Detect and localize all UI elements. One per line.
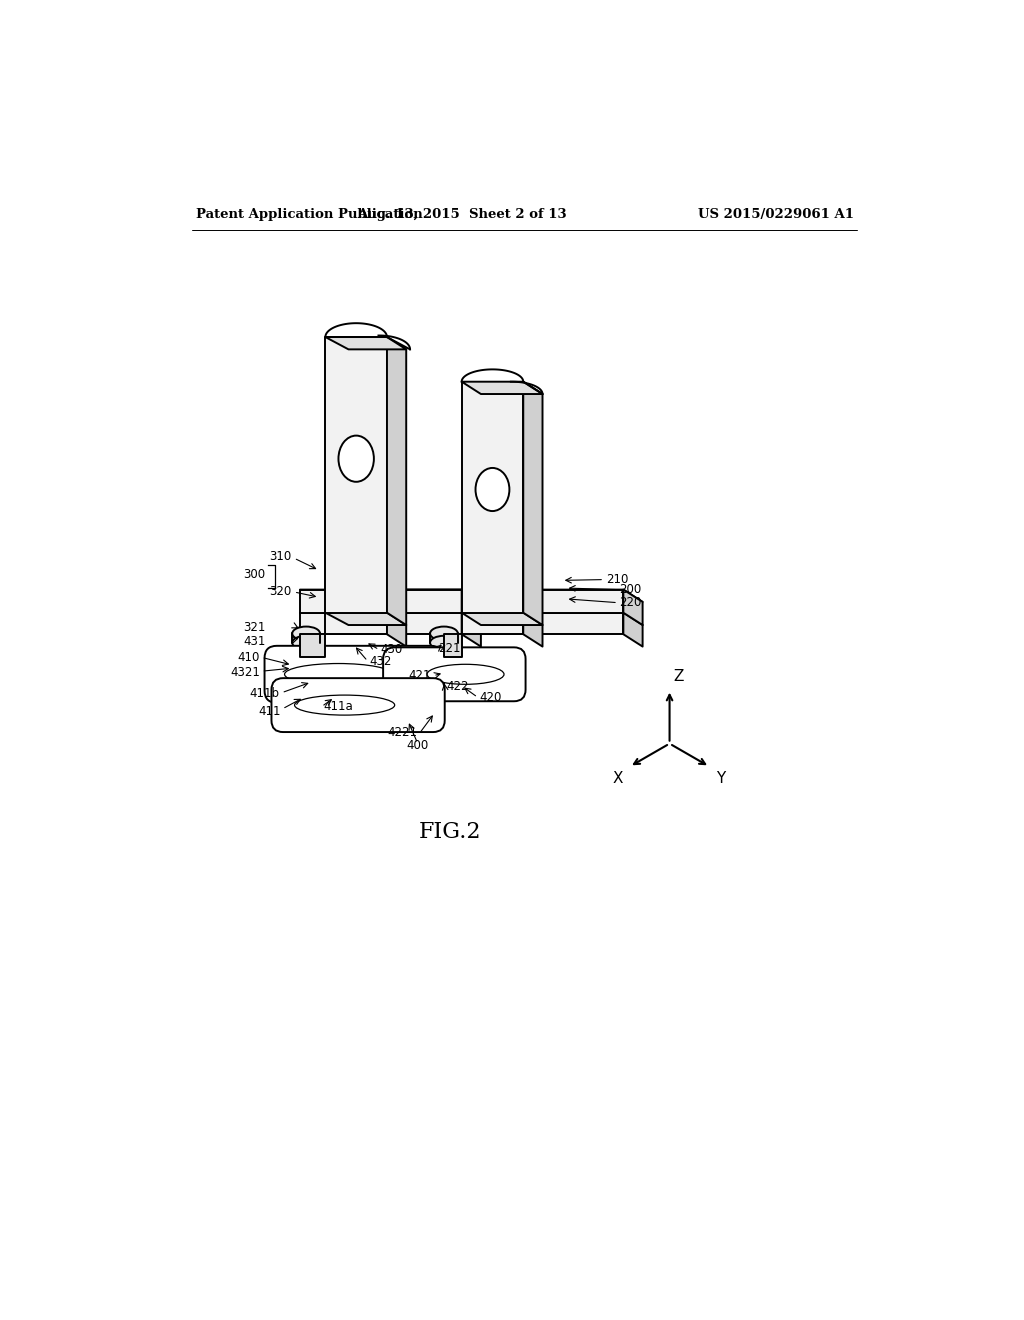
Ellipse shape <box>292 627 319 640</box>
Ellipse shape <box>292 636 319 649</box>
Polygon shape <box>300 590 481 602</box>
Polygon shape <box>523 381 543 626</box>
Ellipse shape <box>427 664 504 684</box>
Polygon shape <box>462 381 543 395</box>
Polygon shape <box>462 381 523 612</box>
Text: 431: 431 <box>243 635 265 648</box>
Polygon shape <box>300 635 326 657</box>
Polygon shape <box>462 612 481 647</box>
Polygon shape <box>300 590 462 612</box>
Text: 400: 400 <box>407 739 429 752</box>
Ellipse shape <box>430 636 458 649</box>
Text: US 2015/0229061 A1: US 2015/0229061 A1 <box>698 209 854 222</box>
Text: 432: 432 <box>370 655 391 668</box>
Text: 4321: 4321 <box>230 667 260 680</box>
Text: 221: 221 <box>438 643 461 656</box>
Ellipse shape <box>339 436 374 482</box>
Polygon shape <box>462 590 481 626</box>
Polygon shape <box>624 590 643 626</box>
Text: Aug. 13, 2015  Sheet 2 of 13: Aug. 13, 2015 Sheet 2 of 13 <box>356 209 566 222</box>
Text: 422: 422 <box>446 680 469 693</box>
Text: 321: 321 <box>243 620 265 634</box>
Ellipse shape <box>475 469 509 511</box>
Text: 320: 320 <box>269 585 292 598</box>
Polygon shape <box>462 590 481 626</box>
Text: FIG.2: FIG.2 <box>419 821 481 843</box>
Text: 411: 411 <box>258 705 281 718</box>
Polygon shape <box>326 337 407 350</box>
Polygon shape <box>462 612 624 635</box>
Polygon shape <box>462 612 643 626</box>
Polygon shape <box>387 590 481 602</box>
Polygon shape <box>462 590 643 602</box>
Text: 200: 200 <box>620 583 642 597</box>
Text: 411a: 411a <box>323 700 353 713</box>
Text: X: X <box>612 771 624 785</box>
FancyBboxPatch shape <box>264 645 443 702</box>
Polygon shape <box>462 612 523 635</box>
Text: 411b: 411b <box>249 686 280 700</box>
Polygon shape <box>624 612 643 647</box>
Polygon shape <box>300 612 462 635</box>
Text: 410: 410 <box>238 651 260 664</box>
FancyBboxPatch shape <box>383 647 525 701</box>
Text: 420: 420 <box>479 690 502 704</box>
Text: 421: 421 <box>409 669 431 682</box>
Polygon shape <box>300 612 481 626</box>
Polygon shape <box>462 590 624 612</box>
Polygon shape <box>523 612 543 647</box>
Polygon shape <box>387 590 462 612</box>
Text: 430: 430 <box>381 643 403 656</box>
Text: 300: 300 <box>243 568 265 581</box>
Ellipse shape <box>295 696 394 715</box>
Text: 220: 220 <box>620 597 642 610</box>
Polygon shape <box>444 635 462 657</box>
Polygon shape <box>326 612 387 635</box>
Polygon shape <box>462 612 543 626</box>
Polygon shape <box>326 337 387 612</box>
FancyBboxPatch shape <box>271 678 444 733</box>
Text: Z: Z <box>674 668 684 684</box>
Polygon shape <box>326 612 407 626</box>
Ellipse shape <box>430 627 458 640</box>
Text: Patent Application Publication: Patent Application Publication <box>196 209 423 222</box>
Text: Y: Y <box>716 771 725 785</box>
Ellipse shape <box>285 664 392 685</box>
Text: 210: 210 <box>605 573 628 586</box>
Text: 4221: 4221 <box>388 726 418 739</box>
Polygon shape <box>387 337 407 626</box>
Polygon shape <box>387 612 407 647</box>
Text: 310: 310 <box>269 550 292 564</box>
